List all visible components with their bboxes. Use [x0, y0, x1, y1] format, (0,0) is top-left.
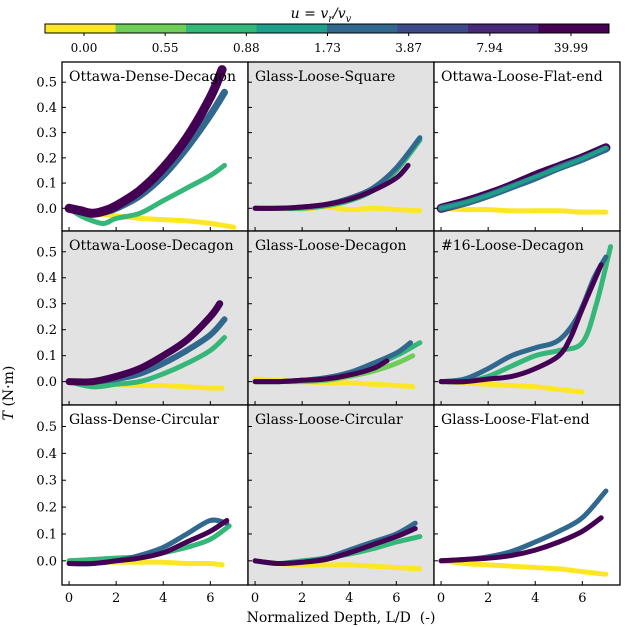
x-tick-label: 6	[578, 591, 586, 606]
panel-title: Ottawa-Loose-Decagon	[69, 238, 234, 254]
colorbar-tick-label: 0.88	[233, 41, 260, 55]
colorbar: u = vr/vv 0.00 0.55 0.88 1.73 3.87 7.94 39.99	[44, 6, 610, 55]
y-tick-label: 0.0	[36, 554, 57, 569]
y-tick-label: 0.2	[36, 501, 57, 516]
y-tick-label: 0.1	[36, 177, 57, 192]
y-tick-label: 0.3	[36, 474, 57, 489]
panel-title: Glass-Loose-Square	[255, 69, 395, 85]
x-tick-label: 4	[159, 591, 167, 606]
x-axis-label: Normalized Depth, L/D (-)	[247, 610, 436, 626]
y-tick-label: 0.5	[36, 245, 57, 260]
panel: #16-Loose-Decagon	[433, 230, 621, 406]
x-tick-label: 0	[65, 591, 73, 606]
y-tick-label: 0.5	[36, 76, 57, 91]
colorbar-segment	[468, 24, 539, 33]
series-line	[438, 262, 604, 385]
colorbar-tick-label: 0.55	[152, 41, 179, 55]
y-tick-label: 0.4	[36, 447, 57, 462]
series-line	[252, 526, 418, 567]
panel: Ottawa-Loose-Flat-end	[433, 61, 621, 232]
y-tick-label: 0.0	[36, 375, 57, 390]
x-tick-label: 0	[437, 591, 445, 606]
y-tick-label: 0.1	[36, 527, 57, 542]
y-tick-label: 0.0	[36, 202, 57, 217]
y-tick-label: 0.4	[36, 101, 57, 116]
y-tick-label: 0.1	[36, 349, 57, 364]
x-tick-label: 6	[392, 591, 400, 606]
series-line	[66, 335, 227, 390]
panel-background	[248, 62, 434, 231]
x-tick-label: 2	[484, 591, 492, 606]
series-line	[252, 358, 390, 385]
y-axis-label: T (N·m)	[1, 366, 17, 421]
x-tick-label: 4	[531, 591, 539, 606]
panel: Glass-Loose-Flat-end 0 2 4 6	[433, 404, 621, 606]
panel-title: #16-Loose-Decagon	[441, 238, 584, 254]
panel-background	[434, 405, 620, 585]
panel-background	[434, 231, 620, 405]
panel-title: Ottawa-Loose-Flat-end	[441, 69, 603, 85]
x-tick-label: 2	[112, 591, 120, 606]
colorbar-tick-label: 3.87	[395, 41, 422, 55]
series-line	[438, 205, 609, 215]
series-line	[66, 518, 230, 567]
colorbar-segment	[45, 24, 116, 33]
y-tick-label: 0.3	[36, 297, 57, 312]
colorbar-label: u = vr/vv	[291, 6, 352, 25]
y-tick-label: 0.5	[36, 420, 57, 435]
y-tick-label: 0.3	[36, 126, 57, 141]
panel-title: Glass-Loose-Circular	[255, 412, 403, 428]
panel: Ottawa-Loose-Decagon 0.0 0.1 0.2 0.3 0.4 0.5	[36, 230, 249, 406]
series-line	[66, 162, 227, 226]
x-tick-label: 0	[251, 591, 259, 606]
series-line	[252, 162, 411, 211]
series-line	[64, 65, 227, 218]
panel: Ottawa-Dense-Decagon 0.0 0.1 0.2 0.3 0.4 0.5	[36, 61, 249, 232]
colorbar-segment	[115, 24, 187, 33]
colorbar-segment	[538, 24, 610, 33]
colorbar-segment	[397, 24, 469, 33]
panel: Glass-Loose-Square	[247, 61, 435, 232]
panel-frame	[433, 404, 621, 586]
panel-title: Glass-Loose-Flat-end	[441, 412, 590, 428]
series-line	[439, 145, 608, 211]
series-line	[65, 300, 224, 386]
x-tick-label: 6	[206, 591, 214, 606]
colorbar-tick-label: 0.00	[71, 41, 98, 55]
series-line	[438, 558, 609, 577]
x-tick-label: 2	[298, 591, 306, 606]
panel: Glass-Loose-Circular 0 2 4 6	[247, 404, 435, 606]
colorbar-segment	[256, 24, 328, 33]
x-tick-label: 4	[345, 591, 353, 606]
y-tick-label: 0.4	[36, 271, 57, 286]
y-tick-label: 0.2	[36, 151, 57, 166]
colorbar-tick-label: 1.73	[314, 41, 341, 55]
panel: Glass-Loose-Decagon	[247, 230, 435, 406]
colorbar-segment	[327, 24, 398, 33]
panel-title: Glass-Loose-Decagon	[255, 238, 407, 254]
colorbar-tick-label: 7.94	[476, 41, 503, 55]
panel-title: Glass-Dense-Circular	[69, 412, 219, 428]
y-tick-label: 0.2	[36, 323, 57, 338]
series-line	[438, 515, 604, 564]
panel: Glass-Dense-Circular 0 2 4 6 0.0 0.1 0.2 0.3 0.4 0…	[36, 404, 249, 606]
panel-title: Ottawa-Dense-Decagon	[69, 69, 236, 85]
colorbar-tick-label: 39.99	[554, 41, 588, 55]
colorbar-segment	[186, 24, 257, 33]
